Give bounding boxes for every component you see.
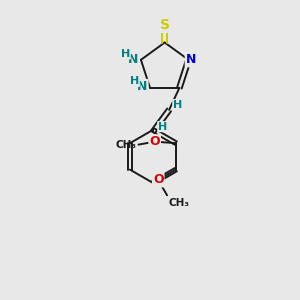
Text: S: S [160, 18, 170, 32]
Text: N: N [128, 53, 139, 66]
Text: H: H [173, 100, 182, 110]
Text: H: H [158, 122, 167, 132]
Text: O: O [149, 135, 160, 148]
Text: N: N [137, 80, 148, 93]
Text: H: H [130, 76, 139, 86]
Text: CH₃: CH₃ [115, 140, 136, 150]
Text: O: O [153, 173, 164, 186]
Text: H: H [121, 49, 130, 59]
Text: N: N [186, 53, 196, 66]
Text: CH₃: CH₃ [169, 198, 190, 208]
